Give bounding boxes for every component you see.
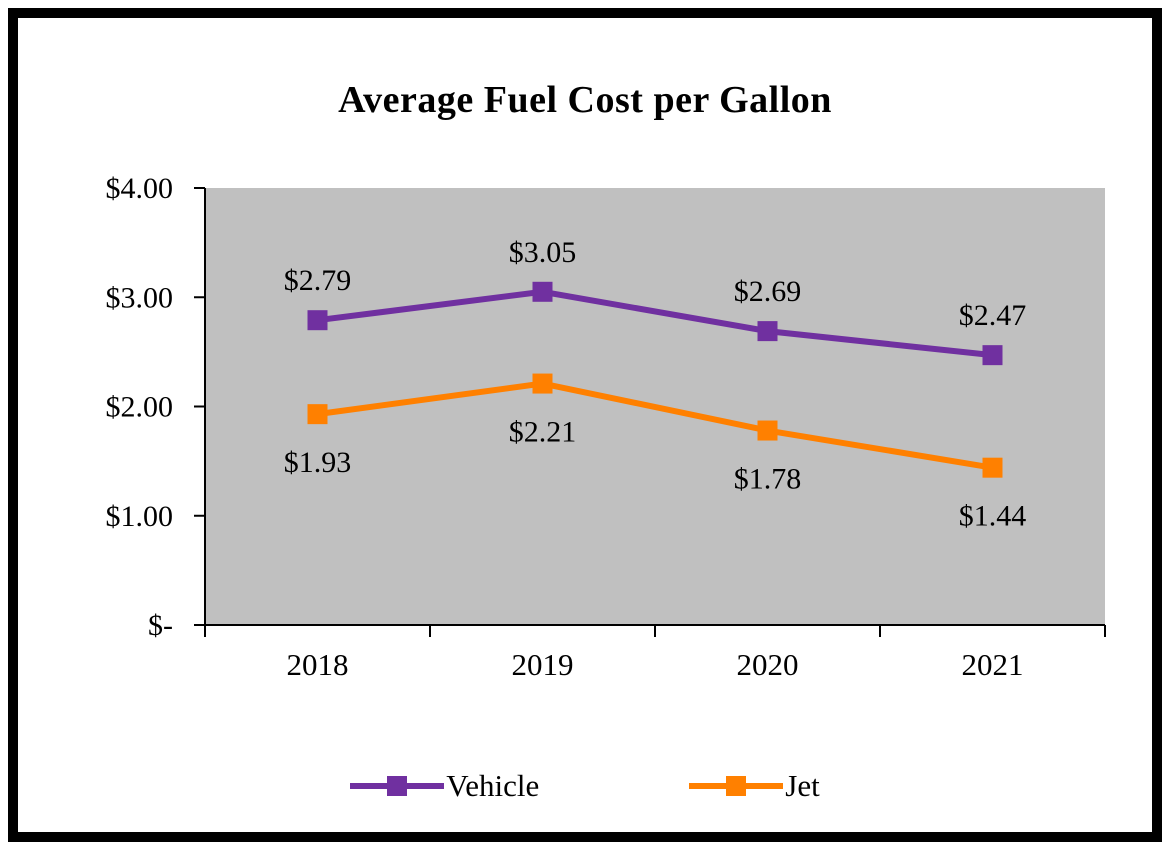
legend: Vehicle Jet [0, 768, 1170, 804]
data-label-jet: $2.21 [509, 416, 577, 449]
x-category-label: 2019 [512, 647, 574, 682]
data-label-vehicle: $2.69 [734, 275, 802, 308]
series-line-vehicle [317, 288, 993, 359]
chart-title: Average Fuel Cost per Gallon [338, 79, 832, 121]
data-point-jet [532, 373, 553, 394]
legend-label-vehicle: Vehicle [446, 768, 540, 803]
x-category-label: 2018 [287, 647, 349, 682]
legend-swatch-vehicle [350, 776, 445, 796]
x-category-label: 2021 [962, 647, 1024, 682]
x-category-label: 2020 [737, 647, 799, 682]
legend-marker [726, 776, 747, 796]
data-label-vehicle: $3.05 [509, 236, 577, 269]
data-label-jet: $1.78 [734, 463, 802, 496]
y-tick-label: $2.00 [106, 391, 174, 424]
legend-marker [387, 776, 408, 796]
y-tick-label: $1.00 [106, 500, 174, 533]
legend-label-jet: Jet [785, 768, 820, 803]
y-tick-label: $- [148, 609, 173, 642]
data-point-vehicle [982, 345, 1003, 366]
data-label-vehicle: $2.47 [959, 299, 1027, 332]
y-tick-label: $4.00 [106, 172, 174, 205]
data-label-vehicle: $2.79 [284, 264, 352, 297]
data-point-jet [982, 457, 1003, 478]
data-point-jet [307, 404, 328, 425]
legend-item-jet: Jet [689, 768, 820, 804]
series-line-jet [317, 380, 993, 471]
legend-item-vehicle: Vehicle [350, 768, 539, 804]
data-label-jet: $1.93 [284, 446, 352, 479]
y-tick-label: $3.00 [106, 281, 174, 314]
data-point-jet [757, 420, 778, 441]
plot-svg: $4.00 $3.00 $2.00 $1.00 $- 2018 2019 2020 2021 $2… [106, 172, 1106, 682]
data-point-vehicle [757, 321, 778, 342]
data-label-jet: $1.44 [959, 500, 1027, 533]
legend-swatch-jet [689, 776, 784, 796]
data-point-vehicle [307, 310, 328, 331]
data-point-vehicle [532, 281, 553, 302]
